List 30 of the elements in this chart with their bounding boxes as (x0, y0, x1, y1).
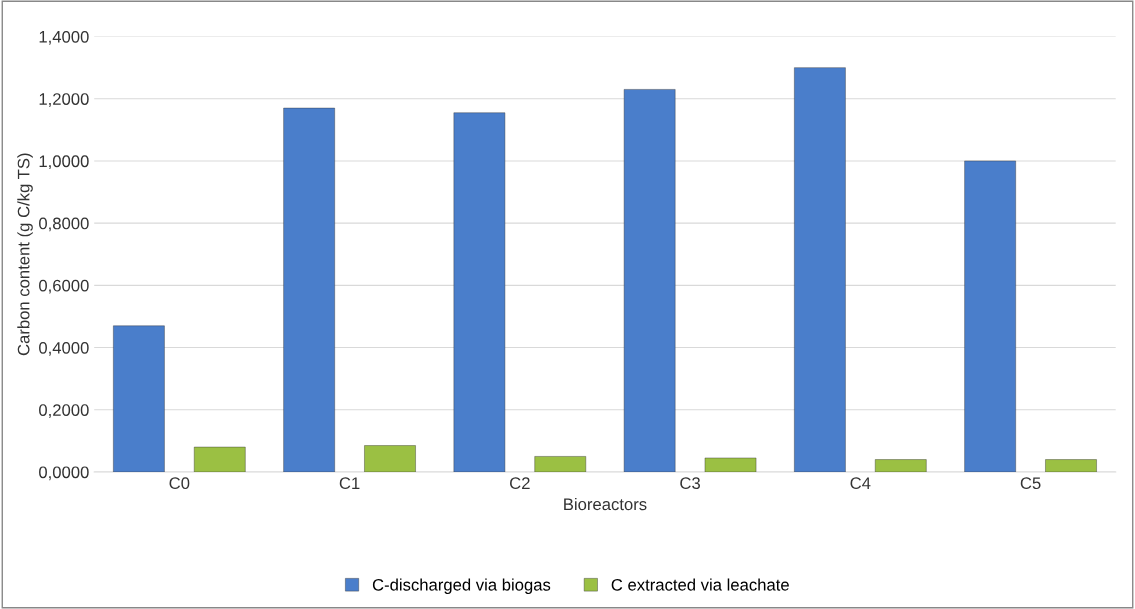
y-tick-label: 1,4000 (39, 30, 89, 45)
bar (113, 325, 165, 472)
bar (194, 446, 246, 472)
y-tick-label: 0,6000 (39, 279, 89, 294)
y-tick-label: 0,8000 (39, 217, 89, 232)
bar (875, 459, 927, 472)
y-tick-label: 1,0000 (39, 155, 89, 170)
bar (453, 112, 506, 472)
x-tick-label: C4 (850, 477, 871, 490)
y-tick-label: 0,0000 (39, 466, 89, 481)
y-tick-label: 0,4000 (39, 341, 89, 356)
bar (964, 160, 1016, 472)
legend-label: C extracted via leachate (611, 578, 789, 591)
x-tick-label: C5 (1020, 477, 1041, 490)
x-axis-title: Bioreactors (564, 497, 647, 511)
bar (623, 89, 676, 472)
y-tick-label: 0,2000 (39, 404, 89, 418)
bar (704, 457, 757, 472)
legend-label: C-discharged via biogas (372, 578, 551, 594)
bar (364, 445, 416, 472)
y-tick-label: 1,2000 (39, 93, 89, 107)
bar (794, 67, 846, 472)
y-axis-title: Carbon content (g C/kg TS) (17, 153, 33, 356)
x-tick-label: C3 (680, 477, 700, 490)
x-tick-label: C2 (510, 477, 530, 490)
x-tick-label: C0 (169, 477, 190, 490)
bar (1045, 459, 1097, 472)
bar (534, 456, 587, 472)
x-tick-label: C1 (339, 477, 360, 490)
bar (283, 107, 335, 472)
